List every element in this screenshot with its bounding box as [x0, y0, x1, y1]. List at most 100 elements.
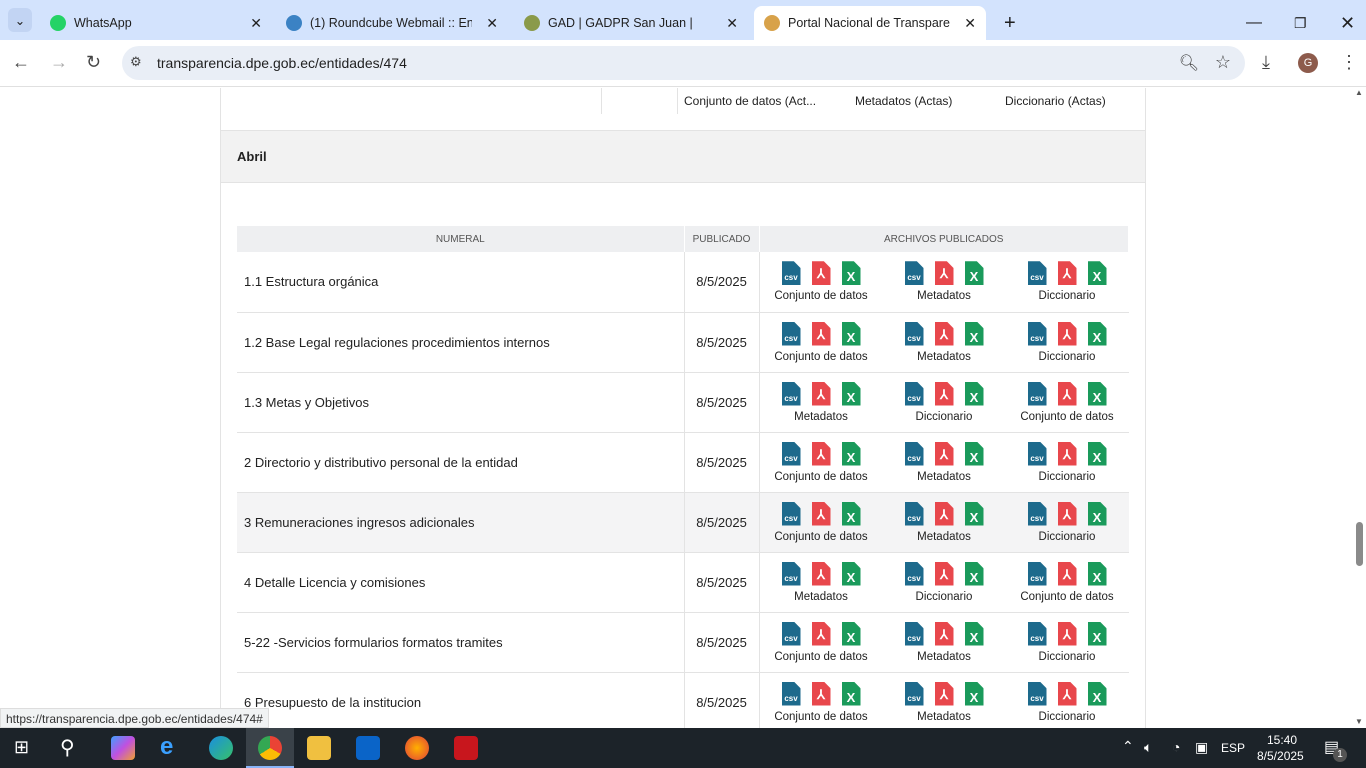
back-icon[interactable]: ←: [12, 52, 30, 72]
close-tab-icon[interactable]: ✕: [964, 14, 976, 31]
language-indicator[interactable]: ESP: [1221, 741, 1246, 755]
pdf-file-icon[interactable]: ⅄: [934, 621, 954, 646]
pdf-file-icon[interactable]: ⅄: [1057, 441, 1077, 466]
chrome-taskbar-button[interactable]: [246, 728, 294, 768]
excel-file-icon[interactable]: X: [964, 321, 984, 346]
pdf-file-icon[interactable]: ⅄: [811, 621, 831, 646]
excel-file-icon[interactable]: X: [964, 261, 984, 286]
csv-file-icon[interactable]: csv: [1027, 261, 1047, 286]
site-info-icon[interactable]: ⚙: [130, 54, 142, 69]
pdf-file-icon[interactable]: ⅄: [934, 261, 954, 286]
camera-icon[interactable]: ▣: [1195, 739, 1209, 755]
csv-file-icon[interactable]: csv: [1027, 621, 1047, 646]
excel-file-icon[interactable]: X: [841, 441, 861, 466]
pdf-file-icon[interactable]: ⅄: [934, 321, 954, 346]
pdf-file-icon[interactable]: ⅄: [811, 681, 831, 706]
excel-file-icon[interactable]: X: [964, 681, 984, 706]
zoom-icon[interactable]: 🔍︎: [1178, 55, 1199, 72]
csv-file-icon[interactable]: csv: [904, 261, 924, 286]
csv-file-icon[interactable]: csv: [781, 561, 801, 586]
csv-file-icon[interactable]: csv: [1027, 501, 1047, 526]
close-tab-icon[interactable]: ✕: [726, 14, 738, 31]
excel-file-icon[interactable]: X: [1087, 561, 1107, 586]
outlook-icon[interactable]: [356, 736, 380, 760]
new-tab-button[interactable]: +: [1004, 11, 1016, 34]
pdf-file-icon[interactable]: ⅄: [811, 561, 831, 586]
csv-file-icon[interactable]: csv: [1027, 321, 1047, 346]
csv-file-icon[interactable]: csv: [1027, 441, 1047, 466]
pdf-file-icon[interactable]: ⅄: [934, 441, 954, 466]
close-tab-icon[interactable]: ✕: [250, 14, 262, 31]
excel-file-icon[interactable]: X: [1087, 381, 1107, 406]
edge-icon[interactable]: [209, 736, 233, 760]
csv-file-icon[interactable]: csv: [904, 561, 924, 586]
csv-file-icon[interactable]: csv: [781, 441, 801, 466]
excel-file-icon[interactable]: X: [841, 321, 861, 346]
csv-file-icon[interactable]: csv: [1027, 381, 1047, 406]
excel-file-icon[interactable]: X: [1087, 501, 1107, 526]
pdf-file-icon[interactable]: ⅄: [811, 441, 831, 466]
csv-file-icon[interactable]: csv: [781, 381, 801, 406]
excel-file-icon[interactable]: X: [964, 561, 984, 586]
pdf-file-icon[interactable]: ⅄: [934, 501, 954, 526]
csv-file-icon[interactable]: csv: [781, 321, 801, 346]
minimize-button[interactable]: —: [1246, 14, 1262, 31]
pdf-file-icon[interactable]: ⅄: [1057, 501, 1077, 526]
close-window-button[interactable]: ✕: [1340, 12, 1356, 33]
internet-explorer-icon[interactable]: e: [160, 733, 174, 760]
menu-icon[interactable]: ⋮: [1340, 52, 1358, 72]
month-header[interactable]: Abril: [221, 131, 1145, 183]
pdf-file-icon[interactable]: ⅄: [1057, 681, 1077, 706]
pdf-file-icon[interactable]: ⅄: [1057, 621, 1077, 646]
pdf-file-icon[interactable]: ⅄: [811, 261, 831, 286]
file-explorer-icon[interactable]: [307, 736, 331, 760]
browser-tab[interactable]: GAD | GADPR San Juan | ✕: [514, 6, 748, 40]
pdf-file-icon[interactable]: ⅄: [1057, 261, 1077, 286]
profile-avatar[interactable]: G: [1298, 53, 1318, 73]
scrollbar[interactable]: ▲ ▼: [1352, 88, 1366, 728]
maximize-button[interactable]: ❐: [1294, 14, 1307, 31]
pdf-file-icon[interactable]: ⅄: [1057, 321, 1077, 346]
pdf-file-icon[interactable]: ⅄: [1057, 561, 1077, 586]
csv-file-icon[interactable]: csv: [904, 321, 924, 346]
excel-file-icon[interactable]: X: [1087, 321, 1107, 346]
forward-icon[interactable]: →: [50, 52, 68, 72]
csv-file-icon[interactable]: csv: [1027, 561, 1047, 586]
reload-icon[interactable]: ↻: [86, 52, 102, 72]
excel-file-icon[interactable]: X: [841, 501, 861, 526]
pdf-file-icon[interactable]: ⅄: [811, 381, 831, 406]
file-link[interactable]: Conjunto de datos (Act...: [684, 94, 817, 108]
firefox-icon[interactable]: [405, 736, 429, 760]
csv-file-icon[interactable]: csv: [781, 621, 801, 646]
pdf-file-icon[interactable]: ⅄: [811, 501, 831, 526]
excel-file-icon[interactable]: X: [1087, 621, 1107, 646]
excel-file-icon[interactable]: X: [964, 441, 984, 466]
excel-file-icon[interactable]: X: [841, 681, 861, 706]
pdf-file-icon[interactable]: ⅄: [1057, 381, 1077, 406]
excel-file-icon[interactable]: X: [964, 501, 984, 526]
pdf-file-icon[interactable]: ⅄: [934, 561, 954, 586]
copilot-icon[interactable]: [111, 736, 135, 760]
network-icon[interactable]: ◔: [1172, 739, 1181, 755]
scrollbar-thumb[interactable]: [1356, 522, 1363, 566]
excel-file-icon[interactable]: X: [841, 561, 861, 586]
clock-time[interactable]: 15:40: [1267, 733, 1298, 747]
tab-search-button[interactable]: ⌄: [8, 8, 32, 32]
excel-file-icon[interactable]: X: [1087, 441, 1107, 466]
pdf-file-icon[interactable]: ⅄: [934, 381, 954, 406]
download-icon[interactable]: ⤓: [1262, 52, 1270, 72]
csv-file-icon[interactable]: csv: [904, 501, 924, 526]
file-link[interactable]: Metadatos (Actas): [855, 94, 953, 108]
tray-chevron-icon[interactable]: ⌃: [1122, 738, 1134, 754]
address-bar[interactable]: ⚙ transparencia.dpe.gob.ec/entidades/474…: [122, 46, 1245, 80]
windows-start-icon[interactable]: ⊞: [14, 737, 30, 757]
csv-file-icon[interactable]: csv: [781, 681, 801, 706]
excel-file-icon[interactable]: X: [1087, 681, 1107, 706]
volume-icon[interactable]: 🔈︎: [1144, 739, 1153, 755]
clock-date[interactable]: 8/5/2025: [1257, 749, 1304, 763]
acrobat-icon[interactable]: [454, 736, 478, 760]
excel-file-icon[interactable]: X: [841, 621, 861, 646]
excel-file-icon[interactable]: X: [841, 261, 861, 286]
excel-file-icon[interactable]: X: [964, 381, 984, 406]
csv-file-icon[interactable]: csv: [781, 501, 801, 526]
